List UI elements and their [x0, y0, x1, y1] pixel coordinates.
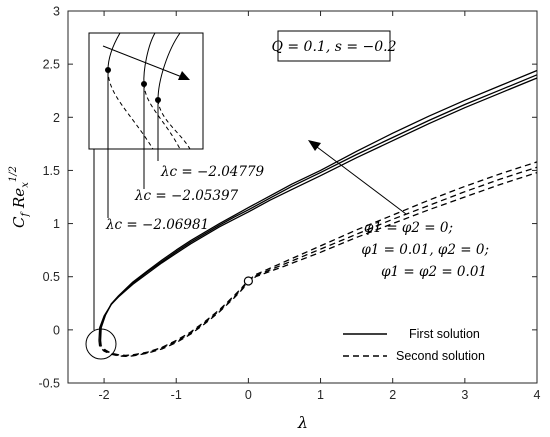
y-tick-label: 1 [53, 217, 60, 231]
y-tick-label: 3 [53, 5, 60, 19]
second-solution-line [99, 161, 538, 357]
x-tick-label: -2 [99, 388, 110, 402]
critical-value-label: λc = −2.06981 [105, 217, 209, 233]
turning-point-circle [85, 328, 117, 360]
x-tick-label: 3 [461, 388, 468, 402]
x-tick-label: 0 [245, 388, 252, 402]
x-tick-label: 4 [534, 388, 541, 402]
y-tick-label: 0 [53, 323, 60, 337]
y-axis-label: Cf Rex1/2 [8, 166, 31, 228]
zoom-inset [88, 32, 204, 150]
annotation-arrow [316, 146, 407, 215]
x-tick-label: -1 [171, 388, 182, 402]
y-tick-label: 0.5 [43, 270, 60, 284]
annotation-line: φ1 = φ2 = 0; [364, 220, 453, 236]
annotation-line: φ1 = 0.01, φ2 = 0; [361, 242, 489, 258]
y-tick-label: 2.5 [43, 58, 60, 72]
y-axis-ticks: -0.5 0 0.5 1 1.5 2 2.5 3 [38, 5, 537, 391]
legend-label-second: Second solution [396, 349, 485, 363]
first-solution-line [99, 69, 538, 341]
x-axis-ticks: -2 -1 0 1 2 3 4 [99, 11, 541, 402]
second-solution-line [98, 171, 538, 358]
legend: First solution Second solution [343, 327, 485, 363]
curves [98, 69, 538, 358]
parameter-box [277, 30, 391, 62]
parameter-text: Q = 0.1, s = −0.2 [271, 39, 396, 55]
critical-value-label: λc = −2.04779 [160, 164, 265, 180]
y-tick-label: -0.5 [38, 377, 60, 391]
y-tick-label: 1.5 [43, 164, 60, 178]
x-axis-label: λ [297, 413, 308, 432]
y-tick-label: 2 [53, 111, 60, 125]
critical-value-label: λc = −2.05397 [134, 188, 239, 204]
plot-frame [67, 10, 538, 384]
x-tick-label: 2 [389, 388, 396, 402]
x-tick-label: 1 [317, 388, 324, 402]
open-marker [243, 276, 253, 286]
annotation-line: φ1 = φ2 = 0.01 [381, 264, 487, 280]
legend-label-first: First solution [409, 327, 480, 341]
